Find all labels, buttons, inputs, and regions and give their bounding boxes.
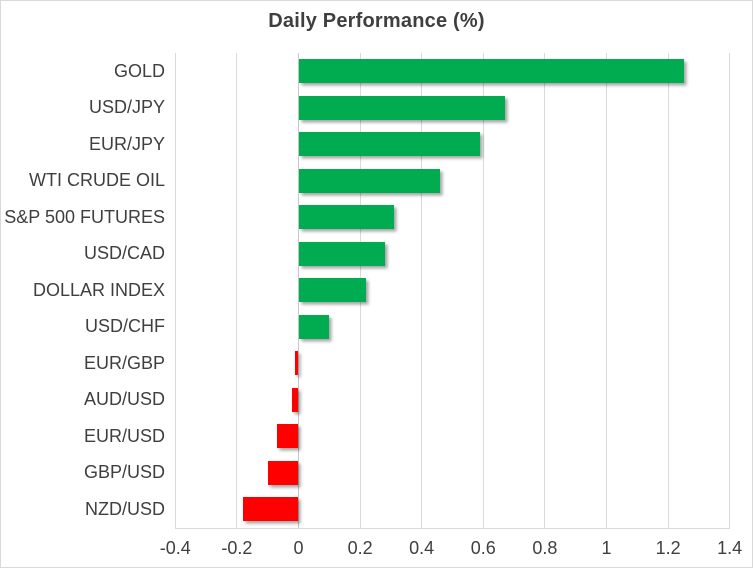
category-label: NZD/USD	[85, 498, 165, 519]
x-tick-label: 0.2	[347, 538, 373, 558]
gridline	[606, 53, 607, 528]
bar-eur-gbp	[295, 351, 299, 376]
x-tick-label: 1.2	[655, 538, 681, 558]
x-axis-line	[175, 527, 730, 529]
x-tick-label: -0.2	[221, 538, 253, 558]
x-tick-label: 0.8	[532, 538, 558, 558]
x-tick-label: 1	[601, 538, 612, 558]
category-label: DOLLAR INDEX	[32, 279, 165, 300]
gridline	[729, 53, 731, 528]
category-label: EUR/JPY	[88, 133, 165, 154]
x-tick-label: 0	[293, 538, 304, 558]
bar-nzd-usd	[243, 497, 299, 522]
bar-dollar-index	[298, 278, 367, 303]
bar-usd-chf	[298, 314, 330, 339]
category-label: USD/JPY	[88, 97, 165, 118]
gridline	[174, 53, 176, 528]
gridline	[667, 53, 669, 528]
category-label: GBP/USD	[83, 462, 165, 483]
chart-title: Daily Performance (%)	[268, 10, 485, 32]
bar-usd-cad	[298, 241, 385, 266]
bar-s-p-500-futures	[298, 205, 394, 230]
x-tick-label: 0.4	[409, 538, 435, 558]
x-tick-label: -0.4	[159, 538, 191, 558]
gridline	[482, 53, 484, 528]
bar-gold	[298, 59, 684, 84]
bar-eur-usd	[276, 424, 299, 449]
bar-eur-jpy	[298, 132, 481, 157]
category-label: GOLD	[113, 60, 165, 81]
category-label: USD/CAD	[83, 243, 165, 264]
bar-gbp-usd	[267, 460, 299, 485]
category-label: USD/CHF	[85, 316, 165, 337]
x-tick-label: 0.6	[470, 538, 496, 558]
category-label: S&P 500 FUTURES	[4, 206, 165, 227]
category-label: EUR/USD	[83, 425, 165, 446]
bar-usd-jpy	[298, 95, 505, 120]
category-label: AUD/USD	[83, 389, 165, 410]
category-label: WTI CRUDE OIL	[28, 170, 165, 191]
gridline	[421, 53, 423, 528]
gridline	[544, 53, 546, 528]
bar-aud-usd	[292, 387, 299, 412]
gridline	[236, 53, 238, 528]
bar-wti-crude-oil	[298, 168, 441, 193]
x-tick-label: 1.4	[717, 538, 743, 558]
category-label: EUR/GBP	[83, 352, 165, 373]
